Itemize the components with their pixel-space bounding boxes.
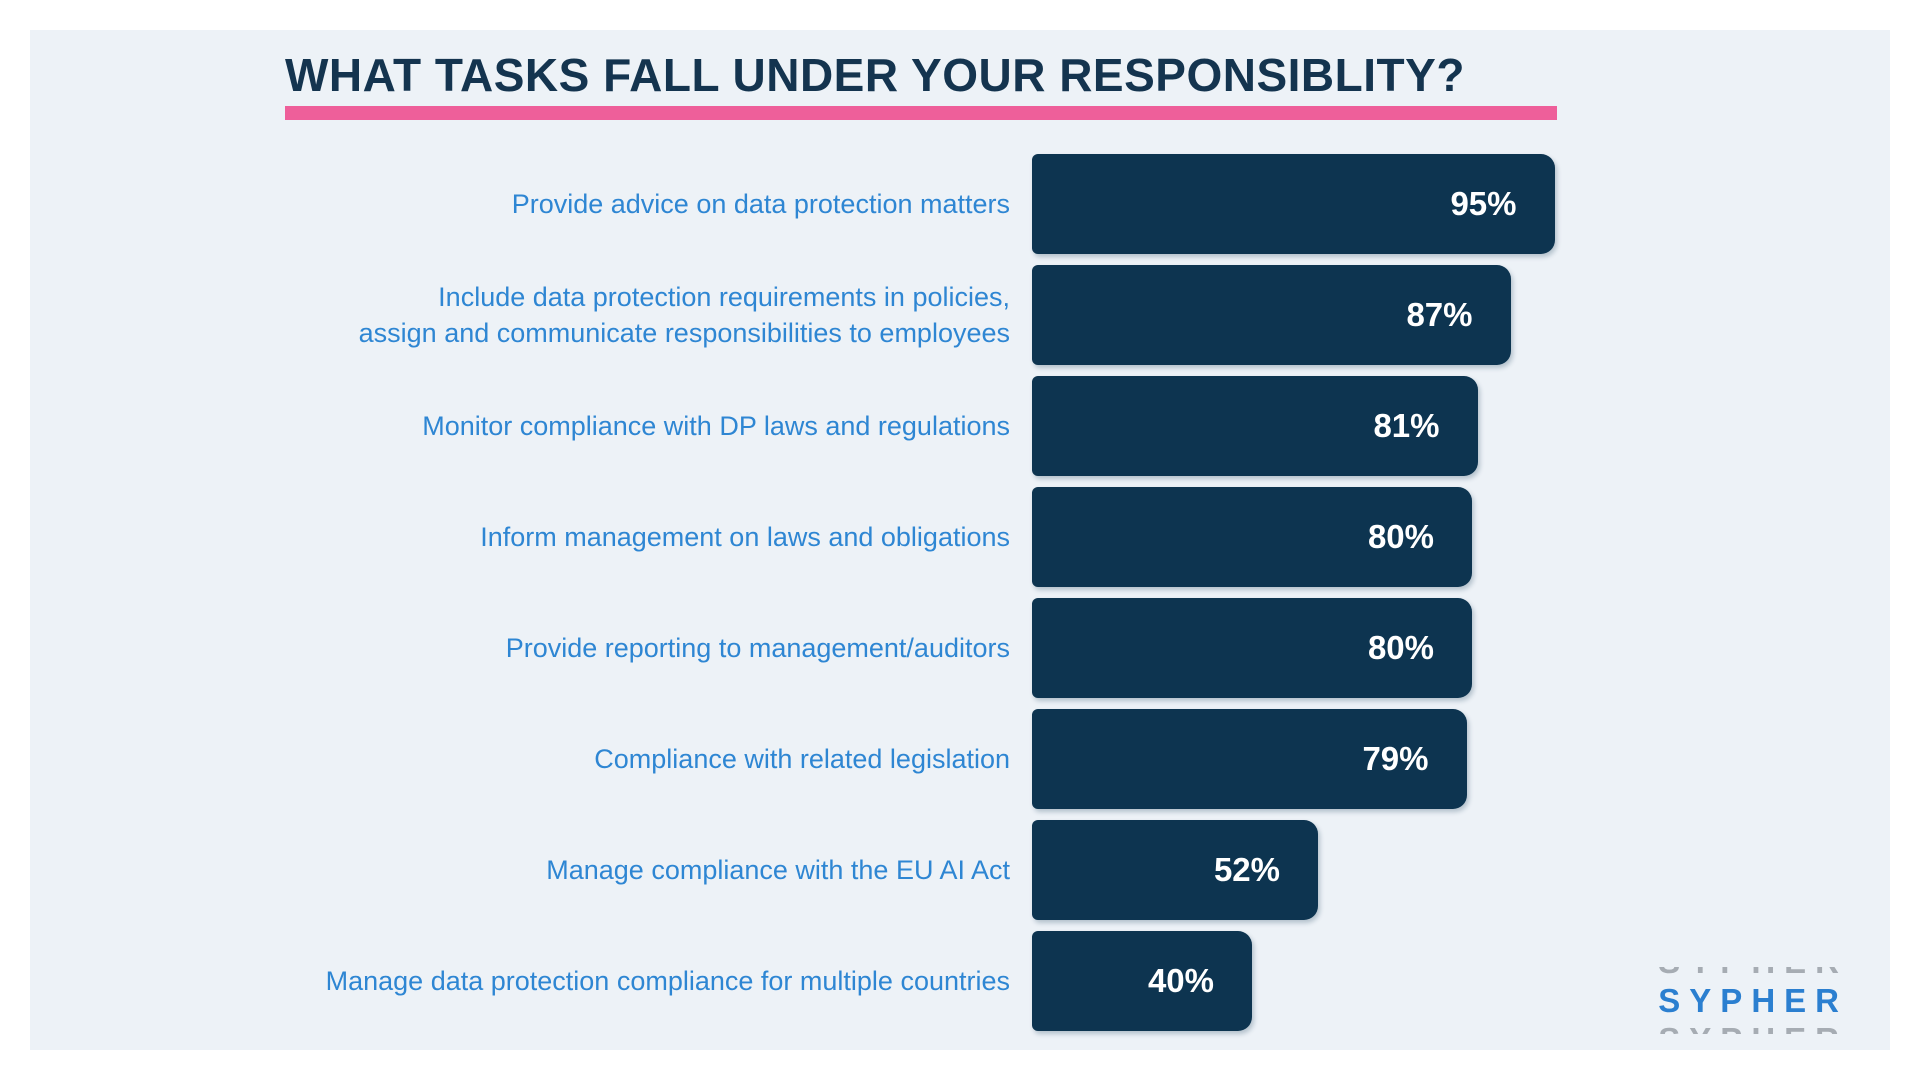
title-accent-underline bbox=[285, 106, 1557, 120]
logo-wordmark: SYPHER bbox=[1658, 982, 1848, 1019]
infographic-panel: WHAT TASKS FALL UNDER YOUR RESPONSIBLITY… bbox=[30, 30, 1890, 1050]
bar: 80% bbox=[1032, 486, 1472, 587]
bar-category-label: Include data protection requirements in … bbox=[358, 281, 1010, 348]
bar: 81% bbox=[1032, 375, 1478, 476]
bar-value-label: 95% bbox=[1450, 184, 1517, 222]
bar-row: Provide advice on data protection matter… bbox=[30, 148, 1890, 259]
logo-ghost-top: SYPHER bbox=[1658, 967, 1848, 978]
logo-ghost-bottom: SYPHER bbox=[1658, 1023, 1848, 1034]
bar: 52% bbox=[1032, 819, 1318, 920]
page-title: WHAT TASKS FALL UNDER YOUR RESPONSIBLITY… bbox=[285, 49, 1465, 101]
bar-category-label: Provide advice on data protection matter… bbox=[511, 188, 1010, 219]
bar-value-label: 40% bbox=[1147, 961, 1214, 999]
bar-row: Manage compliance with the EU AI Act 52% bbox=[30, 814, 1890, 925]
bar-value-label: 80% bbox=[1367, 628, 1434, 666]
bar-row: Manage data protection compliance for mu… bbox=[30, 925, 1890, 1036]
bar-row: Inform management on laws and obligation… bbox=[30, 481, 1890, 592]
bar-rows: Provide advice on data protection matter… bbox=[30, 148, 1890, 1036]
bar-row: Include data protection requirements in … bbox=[30, 259, 1890, 370]
bar-category-label: Monitor compliance with DP laws and regu… bbox=[422, 410, 1010, 441]
bar-category-label: Inform management on laws and obligation… bbox=[480, 521, 1010, 552]
bar-row: Monitor compliance with DP laws and regu… bbox=[30, 370, 1890, 481]
bar-category-label: Manage compliance with the EU AI Act bbox=[546, 854, 1010, 885]
bar-category-label: Provide reporting to management/auditors bbox=[505, 632, 1010, 663]
bar-row: Compliance with related legislation 79% bbox=[30, 703, 1890, 814]
bar: 40% bbox=[1032, 930, 1252, 1031]
bar: 79% bbox=[1032, 708, 1467, 809]
bar-value-label: 80% bbox=[1367, 517, 1434, 555]
sypher-logo: SYPHER SYPHER SYPHER bbox=[1658, 967, 1848, 1034]
bar: 95% bbox=[1032, 153, 1555, 254]
bar: 87% bbox=[1032, 264, 1511, 365]
bar-row: Provide reporting to management/auditors… bbox=[30, 592, 1890, 703]
bar-category-label: Manage data protection compliance for mu… bbox=[325, 965, 1010, 996]
bar: 80% bbox=[1032, 597, 1472, 698]
bar-value-label: 79% bbox=[1362, 739, 1429, 777]
bar-value-label: 87% bbox=[1406, 295, 1473, 333]
bar-value-label: 52% bbox=[1213, 850, 1280, 888]
bar-value-label: 81% bbox=[1373, 406, 1440, 444]
bar-category-label: Compliance with related legislation bbox=[594, 743, 1010, 774]
